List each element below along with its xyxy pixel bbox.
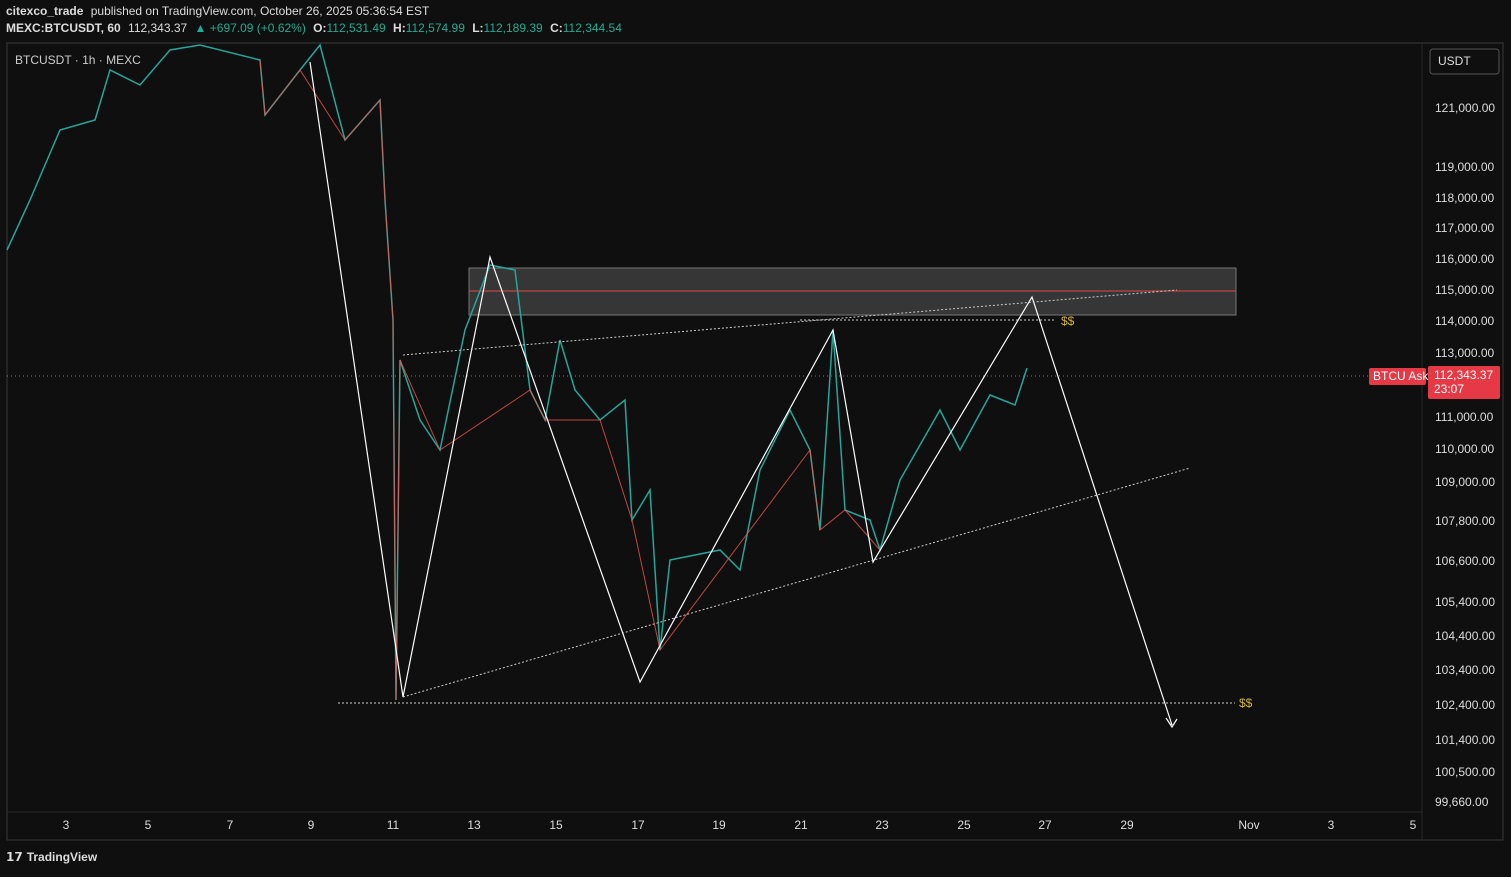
- header-line-2: MEXC:BTCUSDT, 60 112,343.37 ▲ +697.09 (+…: [6, 21, 622, 35]
- price-label: 100,500.00: [1435, 765, 1495, 779]
- time-label: 29: [1120, 818, 1134, 832]
- price-label: 107,800.00: [1435, 514, 1495, 528]
- currency-button[interactable]: [1429, 48, 1500, 75]
- time-label: 5: [145, 818, 152, 832]
- price-label: 109,000.00: [1435, 475, 1495, 489]
- currency[interactable]: USDT: [1438, 54, 1471, 68]
- price-label: 113,000.00: [1435, 346, 1494, 360]
- arrow-head: [1165, 717, 1178, 729]
- upper-trendline: [402, 289, 1178, 356]
- price-label: 104,400.00: [1435, 629, 1495, 643]
- time-label: 23: [875, 818, 889, 832]
- time-label: Nov: [1238, 818, 1259, 832]
- time-label: 19: [712, 818, 726, 832]
- ohlc-value: 112,531.49: [327, 21, 386, 35]
- price-label: 103,400.00: [1435, 663, 1495, 677]
- time-label: 11: [387, 818, 400, 832]
- price-label: 118,000.00: [1435, 191, 1494, 205]
- lower-trendline: [402, 467, 1191, 698]
- time-label: 25: [957, 818, 971, 832]
- price-label: 115,000.00: [1435, 283, 1494, 297]
- time-axis: 3 5 7 9 11 13 15 17 19 21 23 25 27 29 Nov 3 5: [63, 818, 1417, 832]
- logo-mark: 𝟭𝟳: [6, 850, 23, 864]
- price-path-down: [259, 59, 881, 701]
- change: ▲ +697.09 (+0.62%): [195, 21, 306, 35]
- price-label: 110,000.00: [1435, 442, 1494, 456]
- ohlc-value: 112,574.99: [406, 21, 465, 35]
- time-label: 3: [63, 818, 70, 832]
- ask-price-tag: [1428, 366, 1500, 399]
- ohlc-key: C:: [550, 21, 563, 35]
- time-label: 27: [1038, 818, 1052, 832]
- pattern-zigzag: [309, 61, 1173, 726]
- ohlc-value: 112,189.39: [484, 21, 543, 35]
- price-label: 106,600.00: [1435, 554, 1495, 568]
- price-label: 121,000.00: [1435, 101, 1495, 115]
- price-label: 105,400.00: [1435, 595, 1495, 609]
- price-axis: 121,000.00 119,000.00 118,000.00 117,000.00…: [1435, 101, 1495, 809]
- price-label: 114,000.00: [1435, 314, 1494, 328]
- header-line-1: citexco_trade published on TradingView.c…: [6, 4, 430, 18]
- ask-tag: [1369, 368, 1426, 385]
- ohlc-key: H:: [393, 21, 406, 35]
- symbol: MEXC:BTCUSDT, 60: [6, 21, 121, 35]
- time-label: 9: [308, 818, 315, 832]
- ohlc-key: L:: [472, 21, 483, 35]
- time-label: 17: [631, 818, 645, 832]
- price-label: 99,660.00: [1435, 795, 1489, 809]
- brand: TradingView: [27, 850, 98, 864]
- price-label: 116,000.00: [1435, 252, 1494, 266]
- price-label: 102,400.00: [1435, 698, 1495, 712]
- price-label: 111,000.00: [1435, 410, 1494, 424]
- ask-name: BTCU Ask: [1373, 369, 1429, 383]
- publisher: citexco_trade: [6, 4, 84, 18]
- time-label: 15: [549, 818, 563, 832]
- time-label: 3: [1328, 818, 1335, 832]
- ohlc-key: O:: [313, 21, 326, 35]
- published: published on TradingView.com, October 26…: [91, 4, 430, 18]
- time-label: 13: [467, 818, 481, 832]
- time-label: 7: [227, 818, 234, 832]
- time-label: 5: [1410, 818, 1417, 832]
- time-label: 21: [794, 818, 808, 832]
- price-label: 101,400.00: [1435, 733, 1495, 747]
- price-label: 119,000.00: [1435, 160, 1494, 174]
- annotation: $$: [1061, 314, 1075, 328]
- price-label: 117,000.00: [1435, 221, 1494, 235]
- ask-price: 112,343.37: [1434, 368, 1493, 382]
- chart-legend: BTCUSDT · 1h · MEXC: [15, 53, 141, 67]
- chart-frame: [6, 42, 1504, 841]
- annotation: $$: [1239, 696, 1253, 710]
- last-price: 112,343.37: [128, 21, 187, 35]
- footer-logo: 𝟭𝟳 TradingView: [6, 850, 98, 864]
- ohlc-value: 112,344.54: [563, 21, 622, 35]
- ask-countdown: 23:07: [1434, 382, 1464, 396]
